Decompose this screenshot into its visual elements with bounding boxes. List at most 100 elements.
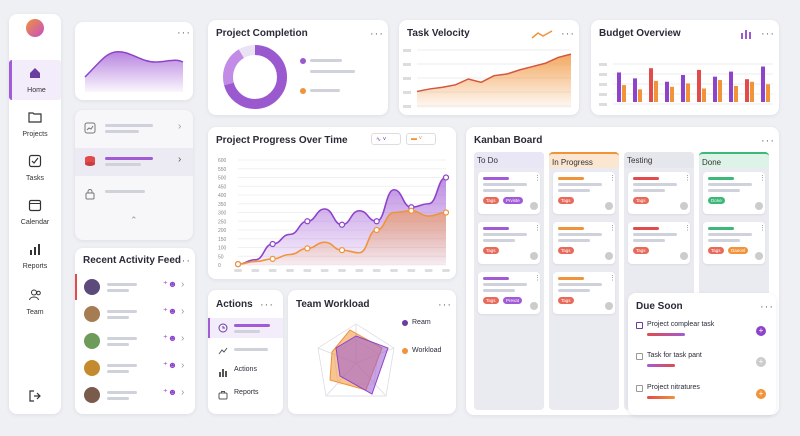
activity-row[interactable]: ⁺☻ › [75, 303, 195, 327]
y-tick-label: 250 [218, 219, 227, 225]
more-vertical-icon[interactable]: ⋮ [534, 175, 541, 182]
team-icon [29, 289, 41, 301]
kanban-card-item[interactable]: ⋮ Tags [478, 222, 541, 264]
more-vertical-icon[interactable]: ⋮ [534, 275, 541, 282]
chart-type-dropdown[interactable]: ∿ ˅ [371, 133, 401, 145]
more-icon[interactable]: ··· [260, 299, 274, 311]
task-tag: Dancel [728, 247, 749, 254]
clock-icon [218, 323, 228, 333]
menu-line [105, 157, 153, 160]
kanban-card-item[interactable]: ⋮ Tags Prviste [478, 172, 541, 214]
x-tick-label [355, 269, 364, 272]
due-task-label[interactable]: Task for task pant [647, 352, 702, 359]
more-vertical-icon[interactable]: ⋮ [759, 175, 766, 182]
kanban-card-item[interactable]: ⋮ Tags [628, 222, 691, 264]
more-icon[interactable]: ··· [177, 255, 191, 267]
add-user-icon[interactable]: ⁺☻ [163, 333, 178, 343]
chevron-right-icon[interactable]: › [181, 279, 185, 290]
kanban-card-item[interactable]: ⋮ Tags Prevat [478, 272, 541, 314]
y-tick-label [599, 83, 607, 86]
due-task-label[interactable]: Project complear task [647, 321, 715, 328]
more-icon[interactable]: ··· [761, 28, 775, 40]
more-vertical-icon[interactable]: ⋮ [534, 225, 541, 232]
chevron-right-icon[interactable]: › [178, 121, 182, 132]
column-header: Testing [624, 152, 694, 168]
project-completion-card: Project Completion ··· [208, 20, 388, 115]
chevron-right-icon[interactable]: › [178, 154, 182, 165]
calendar-icon [28, 199, 42, 212]
y-tick-label: 500 [218, 176, 227, 182]
series-dropdown[interactable]: ▬ ˅ [406, 133, 436, 145]
kanban-card-item[interactable]: ⋮ Tags Dancel [703, 222, 766, 264]
task-checkbox[interactable] [636, 322, 643, 329]
task-checkbox[interactable] [636, 385, 643, 392]
sidebar-item-home[interactable]: Home [9, 60, 61, 100]
card-title: Budget Overview [599, 28, 681, 39]
legend-label: Workload [412, 347, 442, 354]
sidebar-item-projects[interactable]: Projects [9, 104, 61, 144]
mini-trend-area [85, 51, 183, 92]
more-vertical-icon[interactable]: ⋮ [759, 225, 766, 232]
more-icon[interactable]: ··· [761, 135, 775, 147]
sidebar-item-tasks[interactable]: Tasks [9, 148, 61, 188]
card-title-line [633, 177, 659, 180]
add-user-icon[interactable]: ⁺☻ [163, 387, 178, 397]
actions-item-active[interactable] [208, 318, 283, 338]
y-tick-label: 50 [218, 254, 224, 260]
activity-row[interactable]: ⁺☻ › [75, 384, 195, 408]
chevron-right-icon[interactable]: › [181, 306, 185, 317]
kanban-card-item[interactable]: ⋮ Tags [553, 172, 616, 214]
more-vertical-icon[interactable]: ⋮ [684, 225, 691, 232]
actions-item-label[interactable]: Actions [234, 366, 257, 373]
sidebar-label: Tasks [26, 175, 44, 182]
more-vertical-icon[interactable]: ⋮ [684, 175, 691, 182]
y-tick-label [403, 105, 411, 108]
sidebar-item-reports[interactable]: Reports [9, 236, 61, 276]
task-tag: Done [708, 197, 725, 204]
due-task-label[interactable]: Project nitratures [647, 384, 700, 391]
card-title-line [558, 227, 584, 230]
briefcase-icon [218, 391, 228, 400]
activity-row[interactable]: ⁺☻ › [75, 357, 195, 381]
more-vertical-icon[interactable]: ⋮ [609, 175, 616, 182]
card-line [558, 239, 590, 242]
more-icon[interactable]: ··· [760, 301, 774, 313]
more-icon[interactable]: ··· [438, 299, 452, 311]
activity-row[interactable]: ⁺☻ › [75, 276, 195, 300]
add-icon[interactable]: + [756, 389, 766, 399]
card-line [708, 183, 752, 186]
actions-item-label[interactable]: Reports [234, 389, 259, 396]
sidebar-item-calendar[interactable]: Calendar [9, 192, 61, 232]
bar-chart-icon [219, 369, 227, 377]
card-title-line [708, 227, 734, 230]
donut-chart [223, 45, 287, 109]
kanban-card-item[interactable]: ⋮ Tags [628, 172, 691, 214]
chevron-right-icon[interactable]: › [181, 387, 185, 398]
add-icon[interactable]: + [756, 357, 766, 367]
more-icon[interactable]: ··· [370, 28, 384, 40]
add-user-icon[interactable]: ⁺☻ [163, 360, 178, 370]
more-icon[interactable]: ··· [561, 28, 575, 40]
card-line [483, 183, 527, 186]
add-icon[interactable]: + [756, 326, 766, 336]
chevron-right-icon[interactable]: › [181, 333, 185, 344]
database-icon [85, 156, 95, 166]
activity-row[interactable]: ⁺☻ › [75, 330, 195, 354]
add-user-icon[interactable]: ⁺☻ [163, 306, 178, 316]
progress-area [238, 210, 446, 265]
add-user-icon[interactable]: ⁺☻ [163, 279, 178, 289]
kanban-card-item[interactable]: ⋮ Tags [553, 272, 616, 314]
kanban-card-item[interactable]: ⋮ Done [703, 172, 766, 214]
data-point [338, 247, 346, 254]
more-vertical-icon[interactable]: ⋮ [609, 275, 616, 282]
chevron-right-icon[interactable]: › [181, 360, 185, 371]
budget-bar [686, 83, 690, 102]
budget-bar [649, 68, 653, 102]
task-checkbox[interactable] [636, 353, 643, 360]
logout-icon[interactable] [28, 389, 42, 403]
sidebar-item-team[interactable]: Team [9, 282, 61, 322]
more-icon[interactable]: ··· [177, 27, 191, 39]
chevron-up-icon[interactable]: ⌃ [130, 215, 138, 225]
kanban-card-item[interactable]: ⋮ Tags [553, 222, 616, 264]
more-vertical-icon[interactable]: ⋮ [609, 225, 616, 232]
